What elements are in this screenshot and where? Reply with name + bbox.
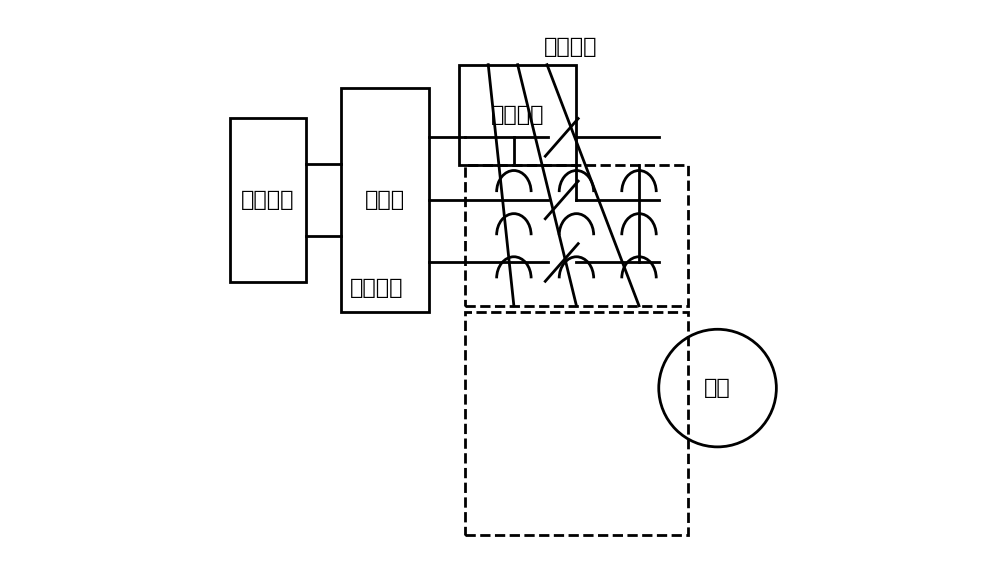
Text: 逆变器: 逆变器 bbox=[365, 190, 405, 210]
Text: 切换开关: 切换开关 bbox=[544, 37, 597, 57]
Text: 滤波电感: 滤波电感 bbox=[350, 278, 403, 298]
FancyBboxPatch shape bbox=[230, 118, 306, 282]
FancyBboxPatch shape bbox=[341, 88, 429, 312]
Text: 交流电源: 交流电源 bbox=[491, 105, 544, 125]
Text: 电机: 电机 bbox=[704, 378, 731, 398]
Text: 动力电池: 动力电池 bbox=[241, 190, 294, 210]
FancyBboxPatch shape bbox=[459, 65, 576, 165]
